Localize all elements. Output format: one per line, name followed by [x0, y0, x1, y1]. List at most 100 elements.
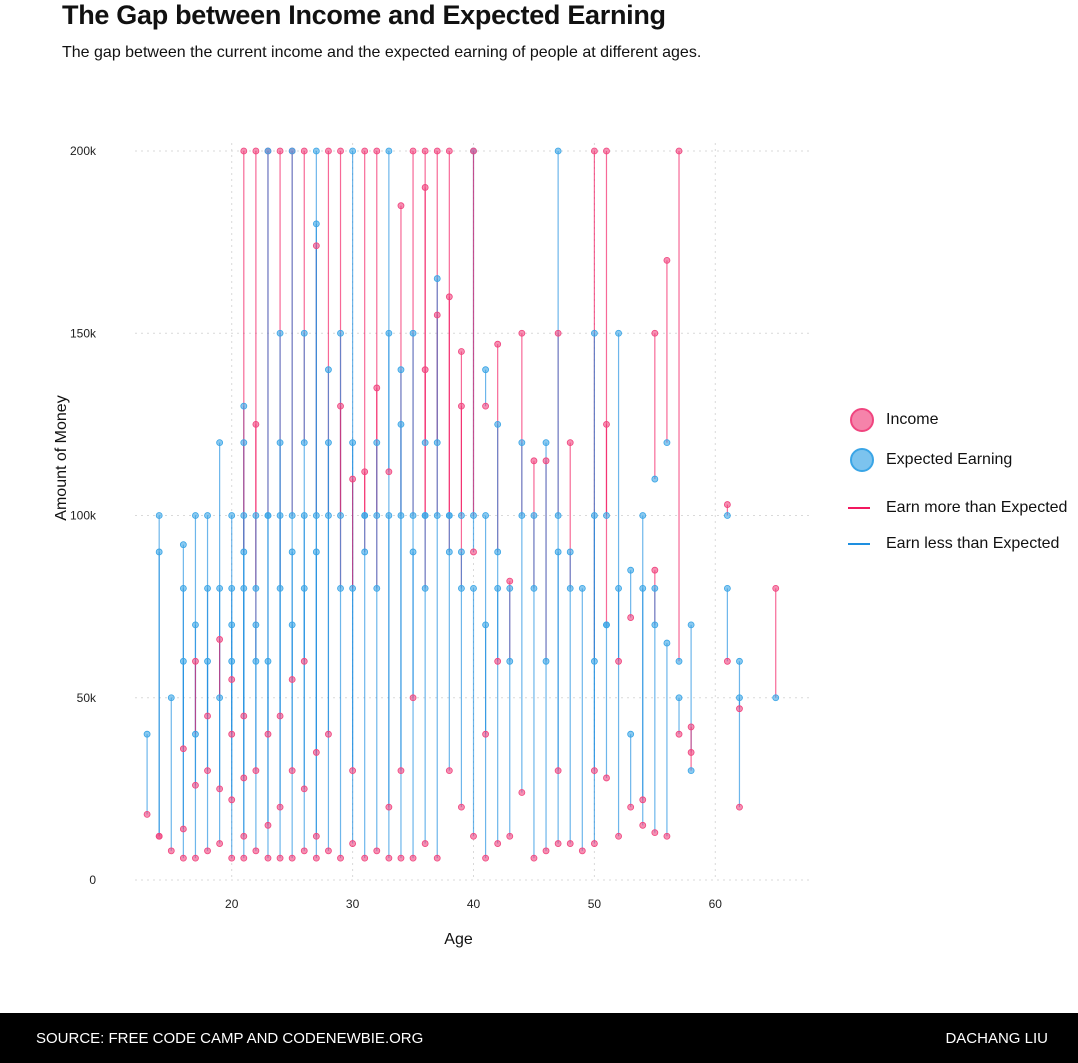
expected-point — [530, 585, 538, 592]
income-point — [337, 147, 344, 155]
expected-point — [373, 585, 381, 592]
expected-point — [603, 512, 610, 519]
income-point — [361, 854, 369, 862]
expected-point — [276, 512, 284, 519]
income-point — [590, 840, 598, 847]
income-point — [639, 821, 647, 829]
income-point — [590, 767, 598, 775]
expected-point — [458, 512, 465, 519]
expected-point — [204, 512, 211, 519]
income-point — [228, 676, 236, 683]
income-point — [312, 242, 320, 250]
legend-swatch-more — [848, 507, 870, 509]
expected-point — [409, 329, 417, 337]
income-point — [433, 854, 441, 862]
expected-point — [615, 585, 622, 592]
expected-point — [300, 329, 308, 337]
expected-point — [276, 439, 284, 447]
income-point — [325, 147, 332, 155]
income-point — [300, 657, 308, 665]
expected-point — [252, 512, 260, 519]
income-point — [240, 832, 248, 840]
expected-point — [228, 585, 236, 592]
income-point — [397, 767, 405, 775]
income-point — [530, 854, 538, 862]
income-point — [192, 854, 199, 862]
income-point — [518, 329, 526, 337]
income-point — [494, 340, 502, 348]
income-point — [603, 420, 610, 428]
legend-label-income: Income — [886, 411, 939, 428]
legend-label-less: Earn less than Expected — [886, 535, 1060, 552]
income-point — [723, 657, 731, 665]
income-point — [349, 840, 357, 847]
expected-point — [312, 512, 320, 519]
income-point — [204, 847, 211, 855]
income-point — [240, 854, 248, 862]
income-point — [421, 184, 429, 191]
income-point — [506, 577, 514, 585]
income-point — [421, 366, 429, 374]
expected-point — [179, 541, 187, 549]
expected-point — [361, 512, 369, 519]
y-tick-label: 100k — [70, 509, 97, 523]
expected-point — [627, 730, 635, 738]
point-layer — [143, 147, 780, 862]
income-point — [458, 803, 465, 811]
income-point — [179, 825, 187, 833]
x-tick-label: 60 — [709, 897, 723, 911]
income-point — [288, 767, 296, 775]
expected-point — [542, 657, 550, 665]
y-tick-label: 50k — [77, 691, 97, 705]
income-point — [603, 774, 610, 782]
income-point — [433, 147, 441, 155]
legend-item-income: Income — [848, 402, 1073, 438]
income-point — [627, 803, 635, 811]
expected-point — [482, 512, 489, 519]
expected-point — [409, 548, 417, 556]
income-point — [300, 847, 308, 855]
income-point — [445, 293, 453, 301]
expected-point — [276, 329, 284, 337]
expected-point — [433, 512, 441, 519]
income-point — [288, 676, 296, 683]
income-point — [494, 657, 502, 665]
expected-point — [337, 585, 344, 592]
income-point — [518, 789, 526, 796]
expected-point — [603, 621, 610, 629]
income-point — [240, 774, 248, 782]
expected-point — [167, 694, 175, 702]
expected-point — [445, 548, 453, 556]
expected-point — [228, 657, 236, 665]
x-tick-label: 30 — [346, 897, 360, 911]
expected-point — [651, 621, 659, 629]
expected-point — [288, 147, 296, 155]
expected-point — [578, 585, 586, 592]
income-point — [312, 854, 320, 862]
income-point — [228, 854, 236, 862]
expected-point — [349, 585, 357, 592]
expected-point — [530, 512, 538, 519]
expected-point — [421, 439, 429, 447]
income-point — [397, 202, 405, 210]
expected-point — [397, 420, 405, 428]
income-point — [615, 657, 622, 665]
segment-layer — [146, 151, 777, 859]
legend-swatch-expected — [850, 448, 874, 472]
income-point — [385, 803, 393, 811]
income-point — [300, 147, 308, 155]
income-point — [687, 723, 695, 731]
expected-point — [554, 548, 562, 556]
expected-point — [349, 147, 357, 155]
income-point — [554, 329, 562, 337]
expected-point — [349, 439, 357, 447]
expected-point — [445, 512, 453, 519]
expected-point — [192, 512, 199, 519]
income-point — [421, 840, 429, 847]
income-point — [252, 147, 260, 155]
income-point — [252, 767, 260, 775]
expected-point — [252, 657, 260, 665]
expected-point — [252, 585, 260, 592]
income-point — [590, 147, 598, 155]
chart-title: The Gap between Income and Expected Earn… — [62, 0, 666, 30]
